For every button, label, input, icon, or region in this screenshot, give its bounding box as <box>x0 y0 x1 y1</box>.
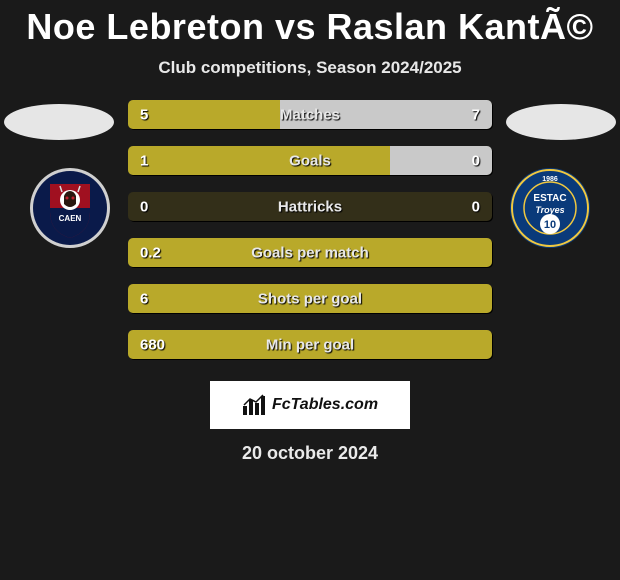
troyes-year: 1986 <box>542 176 558 183</box>
caen-badge-icon: CAEN <box>28 166 112 250</box>
stat-label: Goals <box>289 152 331 169</box>
troyes-badge-icon: 1986 ESTAC Troyes 10 <box>508 166 592 250</box>
attribution-text: FcTables.com <box>272 396 378 414</box>
caen-badge-label: CAEN <box>59 214 82 223</box>
stat-left-value: 680 <box>140 336 165 353</box>
stat-left-value: 0.2 <box>140 244 161 261</box>
stat-row: 0 0 Hattricks <box>128 192 492 221</box>
stat-left-value: 5 <box>140 106 148 123</box>
stat-label: Shots per goal <box>258 290 362 307</box>
stat-row: 680 Min per goal <box>128 330 492 359</box>
stat-left-value: 6 <box>140 290 148 307</box>
stat-right-value: 0 <box>472 152 480 169</box>
date-text: 20 october 2024 <box>0 443 620 464</box>
troyes-estac: ESTAC <box>533 193 566 204</box>
stat-right-value: 0 <box>472 198 480 215</box>
stat-label: Min per goal <box>266 336 354 353</box>
stat-row: 1 0 Goals <box>128 146 492 175</box>
stat-row: 0.2 Goals per match <box>128 238 492 267</box>
stat-row: 5 7 Matches <box>128 100 492 129</box>
stat-label: Goals per match <box>251 244 369 261</box>
troyes-ten: 10 <box>544 219 556 231</box>
subtitle: Club competitions, Season 2024/2025 <box>0 58 620 78</box>
stat-left-value: 1 <box>140 152 148 169</box>
right-club-badge: 1986 ESTAC Troyes 10 <box>508 166 592 250</box>
page-title: Noe Lebreton vs Raslan KantÃ© <box>0 0 620 48</box>
stat-left-value: 0 <box>140 198 148 215</box>
attribution-box: FcTables.com <box>210 381 410 429</box>
stat-label: Matches <box>280 106 340 123</box>
chart-icon <box>242 394 268 416</box>
bar-left <box>128 146 390 175</box>
left-club-badge: CAEN <box>28 166 112 250</box>
right-player-oval <box>506 104 616 140</box>
stat-bars: 5 7 Matches 1 0 Goals 0 0 Hattricks 0.2 Goals per … <box>128 100 492 359</box>
stat-right-value: 7 <box>472 106 480 123</box>
troyes-name: Troyes <box>535 205 564 215</box>
stat-label: Hattricks <box>278 198 342 215</box>
left-player-oval <box>4 104 114 140</box>
bar-left <box>128 100 280 129</box>
comparison-area: CAEN 1986 ESTAC Troyes 10 57Matches10Goa… <box>0 100 620 359</box>
stat-row: 6 Shots per goal <box>128 284 492 313</box>
